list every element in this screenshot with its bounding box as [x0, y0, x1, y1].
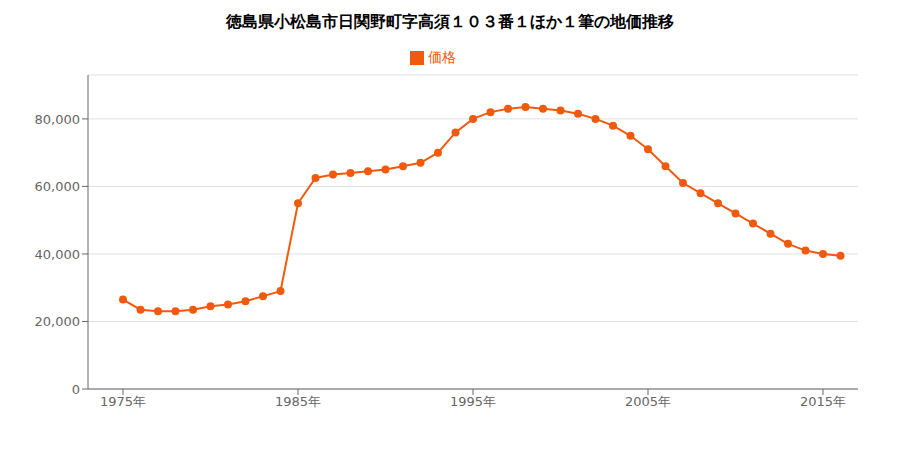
svg-text:80,000: 80,000	[35, 112, 81, 127]
svg-text:1985年: 1985年	[275, 394, 321, 409]
svg-text:0: 0	[72, 382, 80, 397]
svg-text:40,000: 40,000	[35, 247, 81, 262]
html-text:価格: 価格	[428, 49, 456, 65]
html-text:徳島県小松島市日関野町字高須１０３番１ほか１筆の地価推移: 徳島県小松島市日関野町字高須１０３番１ほか１筆の地価推移	[226, 12, 674, 31]
svg-text:20,000: 20,000	[35, 314, 81, 329]
svg-text:60,000: 60,000	[35, 179, 81, 194]
svg-text:2005年: 2005年	[625, 394, 671, 409]
svg-text:1995年: 1995年	[450, 394, 496, 409]
svg-text:1975年: 1975年	[100, 394, 146, 409]
svg-text:2015年: 2015年	[800, 394, 846, 409]
